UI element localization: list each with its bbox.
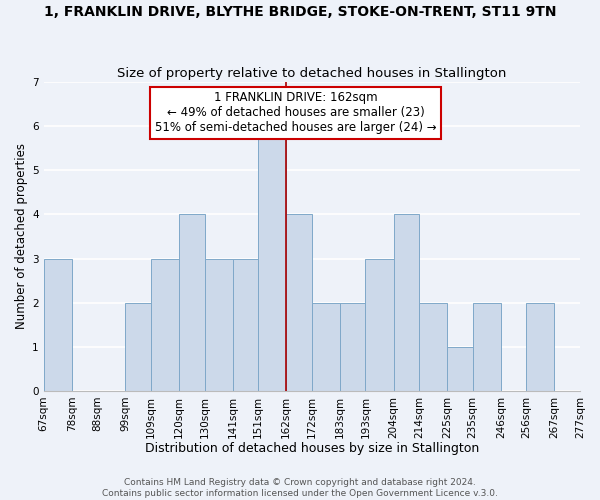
Bar <box>44 258 72 391</box>
X-axis label: Distribution of detached houses by size in Stallington: Distribution of detached houses by size … <box>145 442 479 455</box>
Text: Contains HM Land Registry data © Crown copyright and database right 2024.
Contai: Contains HM Land Registry data © Crown c… <box>102 478 498 498</box>
Bar <box>447 346 473 391</box>
Title: Size of property relative to detached houses in Stallington: Size of property relative to detached ho… <box>117 66 506 80</box>
Bar <box>179 214 205 391</box>
Bar <box>312 302 340 391</box>
Bar <box>205 258 233 391</box>
Bar <box>526 302 554 391</box>
Bar <box>258 126 286 391</box>
Text: 1 FRANKLIN DRIVE: 162sqm
← 49% of detached houses are smaller (23)
51% of semi-d: 1 FRANKLIN DRIVE: 162sqm ← 49% of detach… <box>155 92 437 134</box>
Bar <box>365 258 394 391</box>
Bar <box>151 258 179 391</box>
Bar <box>233 258 258 391</box>
Text: 1, FRANKLIN DRIVE, BLYTHE BRIDGE, STOKE-ON-TRENT, ST11 9TN: 1, FRANKLIN DRIVE, BLYTHE BRIDGE, STOKE-… <box>44 5 556 19</box>
Bar <box>394 214 419 391</box>
Bar <box>340 302 365 391</box>
Bar <box>286 214 312 391</box>
Bar <box>125 302 151 391</box>
Bar <box>473 302 501 391</box>
Bar <box>419 302 447 391</box>
Y-axis label: Number of detached properties: Number of detached properties <box>15 144 28 330</box>
